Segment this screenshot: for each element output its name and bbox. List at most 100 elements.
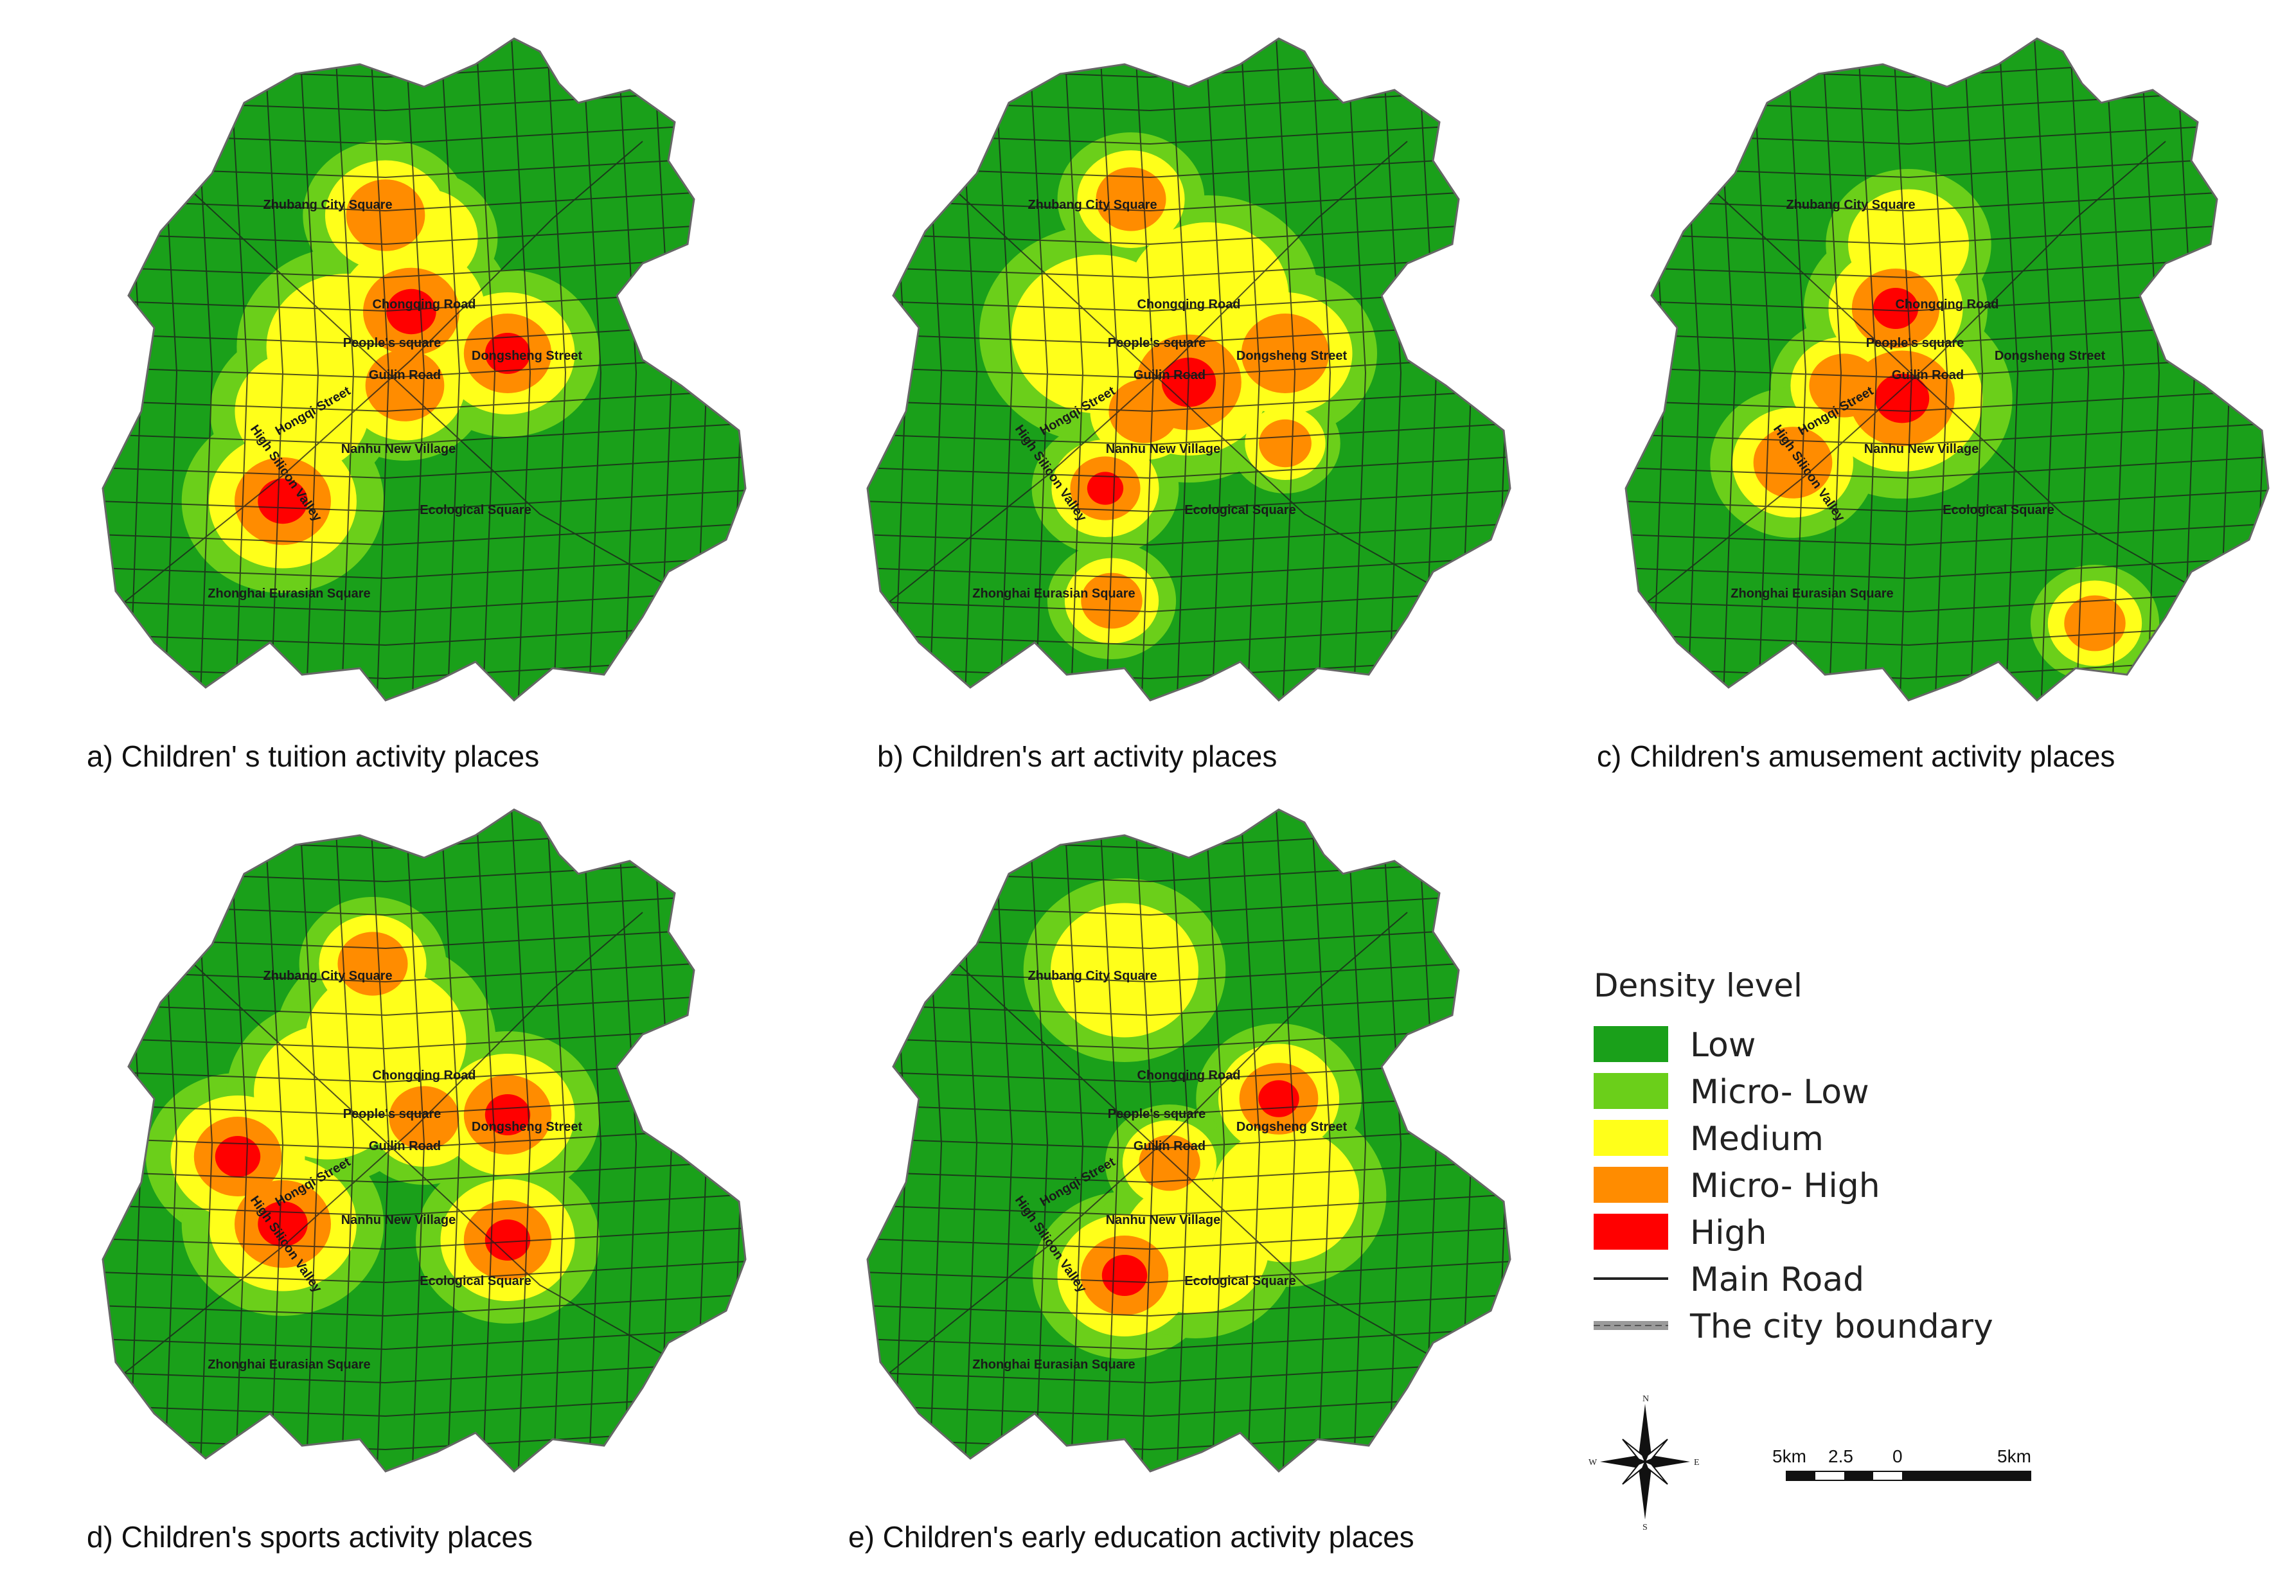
place-label: Ecological Square <box>420 1274 531 1288</box>
main-road <box>1310 39 1331 700</box>
main-road <box>868 1159 1510 1184</box>
place-label: Dongsheng Street <box>472 1120 583 1134</box>
main-road <box>103 1360 745 1384</box>
legend-label: Medium <box>1690 1120 1824 1158</box>
main-road <box>1487 810 1508 1471</box>
panel-caption: b) Children's art activity places <box>877 740 1277 773</box>
place-label: Zhonghai Eurasian Square <box>1731 587 1893 601</box>
main-road <box>263 810 284 1471</box>
place-label: Dongsheng Street <box>1995 349 2106 363</box>
place-label: Zhubang City Square <box>1786 198 1915 212</box>
city-boundary-line-icon <box>1594 1321 1668 1330</box>
main-road <box>868 54 1510 78</box>
main-road <box>404 810 425 1471</box>
place-label: Nanhu New Village <box>1106 1213 1221 1227</box>
main-road <box>1626 388 2268 412</box>
panel-caption: a) Children' s tuition activity places <box>87 740 540 773</box>
main-road <box>121 912 643 1376</box>
main-road <box>1487 39 1508 700</box>
density-map: Zhubang City Square Chongqing Road People'… <box>866 808 1511 1473</box>
density-hotspot <box>485 1219 531 1261</box>
main-road <box>1644 141 2166 605</box>
panel-caption: e) Children's early education activity p… <box>848 1520 1414 1554</box>
place-label: Zhubang City Square <box>263 969 392 983</box>
place-label: Nanhu New Village <box>341 442 456 456</box>
main-road <box>868 825 1510 849</box>
main-road <box>334 810 355 1471</box>
main-road <box>1275 810 1296 1471</box>
density-hotspot <box>485 333 531 374</box>
main-road <box>1892 39 1913 700</box>
place-label: Dongsheng Street <box>472 349 583 363</box>
density-hotspot <box>337 932 408 996</box>
place-label: Dongsheng Street <box>1236 1120 1348 1134</box>
density-hotspot <box>386 288 436 335</box>
city-boundary <box>102 808 747 1473</box>
main-road <box>186 186 701 605</box>
main-road <box>103 1226 745 1250</box>
main-road <box>103 455 745 479</box>
main-road <box>103 555 745 580</box>
legend-label: High <box>1690 1214 1767 1252</box>
place-label: Nanhu New Village <box>341 1213 456 1227</box>
main-road <box>369 810 390 1471</box>
density-hotspot <box>1101 1255 1148 1296</box>
place-label: Chongqing Road <box>372 297 476 312</box>
place-label: Zhonghai Eurasian Square <box>972 587 1135 601</box>
place-label: Zhubang City Square <box>1028 969 1157 983</box>
panel-caption: d) Children's sports activity places <box>87 1520 533 1554</box>
city-boundary <box>102 37 747 702</box>
place-label: Guilin Road <box>369 1139 441 1153</box>
place-label: Ecological Square <box>1943 503 2054 517</box>
main-road <box>1169 39 1190 700</box>
main-road <box>103 1293 745 1317</box>
north-arrow-icon: N S W E <box>1589 1394 1700 1532</box>
density-hotspot <box>1809 353 1880 418</box>
main-road <box>868 455 1510 479</box>
main-road <box>1098 810 1119 1471</box>
density-hotspot <box>235 350 369 472</box>
main-road <box>722 810 743 1471</box>
main-road <box>440 810 461 1471</box>
main-road <box>510 810 531 1471</box>
main-road <box>1962 39 1984 700</box>
main-road <box>121 810 143 1471</box>
density-hotspot <box>365 350 445 421</box>
place-label: Guilin Road <box>369 368 441 382</box>
main-road <box>475 39 496 700</box>
density-hotspot <box>346 179 425 251</box>
main-road <box>1626 488 2268 513</box>
legend-title: Density level <box>1594 967 1802 1004</box>
density-hotspot <box>1051 903 1198 1038</box>
place-label: Guilin Road <box>1892 368 1964 382</box>
main-road <box>886 810 907 1471</box>
main-road <box>868 1193 1510 1217</box>
density-layer <box>181 140 600 593</box>
main-road <box>1204 810 1225 1471</box>
main-road <box>1310 810 1331 1471</box>
place-label: Chongqing Road <box>1895 297 1998 312</box>
place-label: Chongqing Road <box>1137 297 1240 312</box>
main-road <box>1626 589 2268 613</box>
main-road <box>1626 555 2268 580</box>
main-road <box>868 555 1510 580</box>
place-label: Zhonghai Eurasian Square <box>972 1358 1135 1372</box>
main-road <box>103 388 745 412</box>
legend-label: Micro- High <box>1690 1167 1880 1205</box>
main-road <box>334 39 355 700</box>
legend-swatch <box>1594 1214 1668 1250</box>
main-road <box>868 388 1510 412</box>
main-road <box>546 810 567 1471</box>
scale-label: 2.5 <box>1828 1446 1853 1466</box>
place-label: People's square <box>1108 336 1206 350</box>
main-road <box>1709 186 2224 605</box>
panel-caption: c) Children's amusement activity places <box>1597 740 2115 773</box>
main-road <box>103 54 745 78</box>
main-road <box>1644 39 1666 700</box>
main-road <box>687 810 708 1471</box>
density-layer <box>1023 878 1387 1359</box>
main-road <box>868 522 1510 546</box>
place-label: Nanhu New Village <box>1864 442 1979 456</box>
main-road <box>1028 39 1049 700</box>
density-layer <box>1710 169 2160 682</box>
